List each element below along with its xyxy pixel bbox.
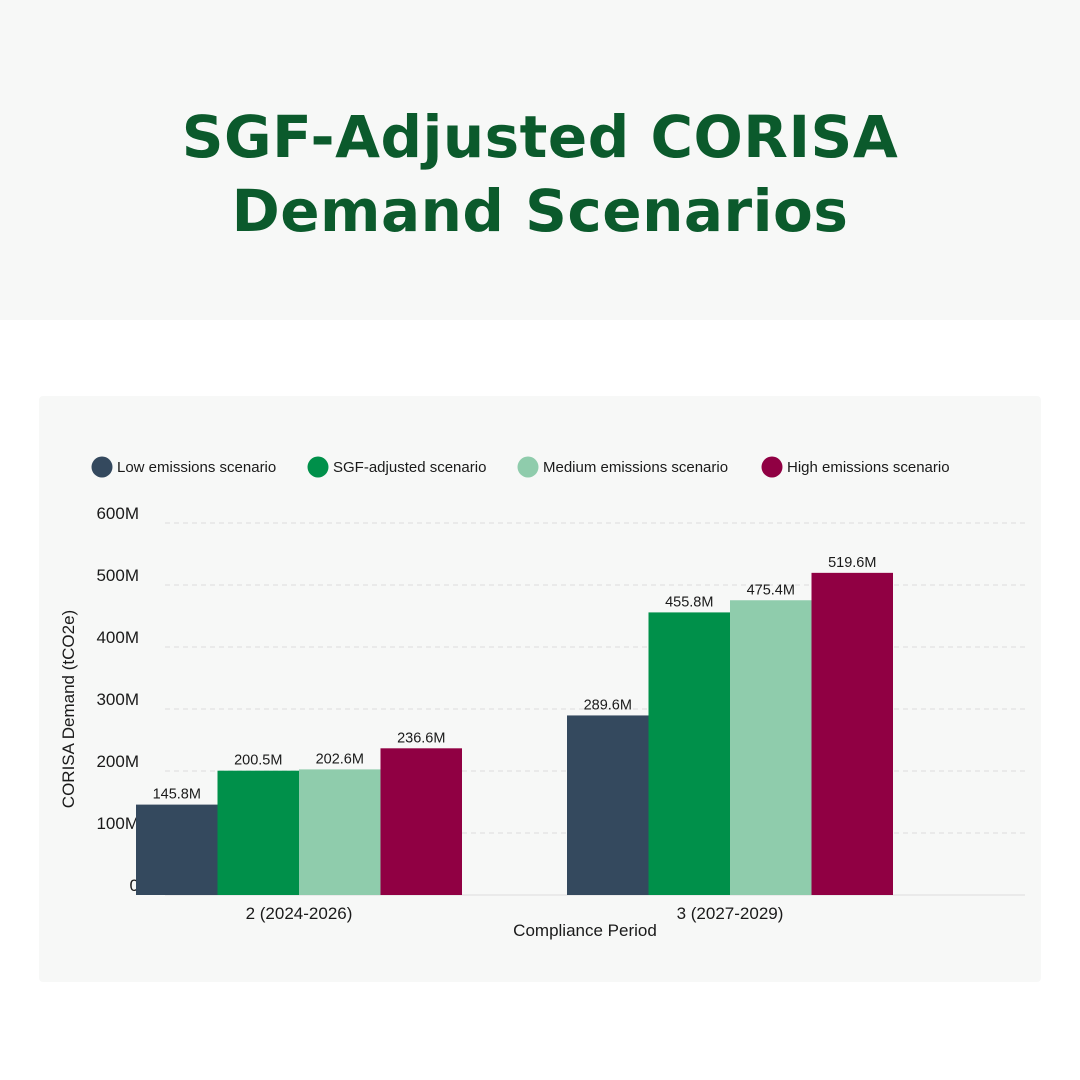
data-label: 145.8M xyxy=(153,787,201,803)
title-band: SGF-Adjusted CORISA Demand Scenarios xyxy=(0,0,1080,320)
x-tick-label: 2 (2024-2026) xyxy=(246,904,353,923)
bar xyxy=(380,748,462,895)
bar xyxy=(217,770,299,895)
bar xyxy=(299,769,381,895)
y-tick-label: 500M xyxy=(96,566,139,585)
legend-entry: Low emissions scenario xyxy=(117,459,276,476)
y-axis-label: CORISA Demand (tCO2e) xyxy=(59,610,78,808)
title-line: SGF-Adjusted CORISA xyxy=(181,103,899,171)
legend-swatch xyxy=(307,456,329,478)
data-label: 202.6M xyxy=(316,751,364,767)
legend-swatch xyxy=(761,456,783,478)
data-label: 455.8M xyxy=(665,594,713,610)
y-tick-label: 0 xyxy=(130,876,139,895)
chart-card: 0 100M 200M 300M 400M 500M 600M CORISA Demand (… xyxy=(39,396,1041,982)
legend-swatch xyxy=(91,456,113,478)
bar xyxy=(648,612,730,895)
bar xyxy=(730,600,812,895)
page-title: SGF-Adjusted CORISA Demand Scenarios xyxy=(0,100,1080,248)
legend-entry: SGF-adjusted scenario xyxy=(333,459,486,476)
y-tick-label: 100M xyxy=(96,814,139,833)
x-tick-label: 3 (2027-2029) xyxy=(677,904,784,923)
x-axis-label: Compliance Period xyxy=(513,921,657,940)
y-tick-label: 200M xyxy=(96,752,139,771)
data-label: 475.4M xyxy=(747,582,795,598)
y-tick-label: 600M xyxy=(96,504,139,523)
bar-chart: 0 100M 200M 300M 400M 500M 600M CORISA Demand (… xyxy=(59,456,1025,940)
data-label: 236.6M xyxy=(397,730,445,746)
bar xyxy=(136,804,218,895)
data-label: 289.6M xyxy=(584,697,632,713)
y-tick-label: 300M xyxy=(96,690,139,709)
y-tick-label: 400M xyxy=(96,628,139,647)
bar xyxy=(567,715,649,895)
bar xyxy=(811,572,893,895)
title-line: Demand Scenarios xyxy=(231,177,849,245)
data-label: 200.5M xyxy=(234,753,282,769)
legend-entry: High emissions scenario xyxy=(787,459,950,476)
data-label: 519.6M xyxy=(828,555,876,571)
legend-entry: Medium emissions scenario xyxy=(543,459,728,476)
legend-swatch xyxy=(517,456,539,478)
